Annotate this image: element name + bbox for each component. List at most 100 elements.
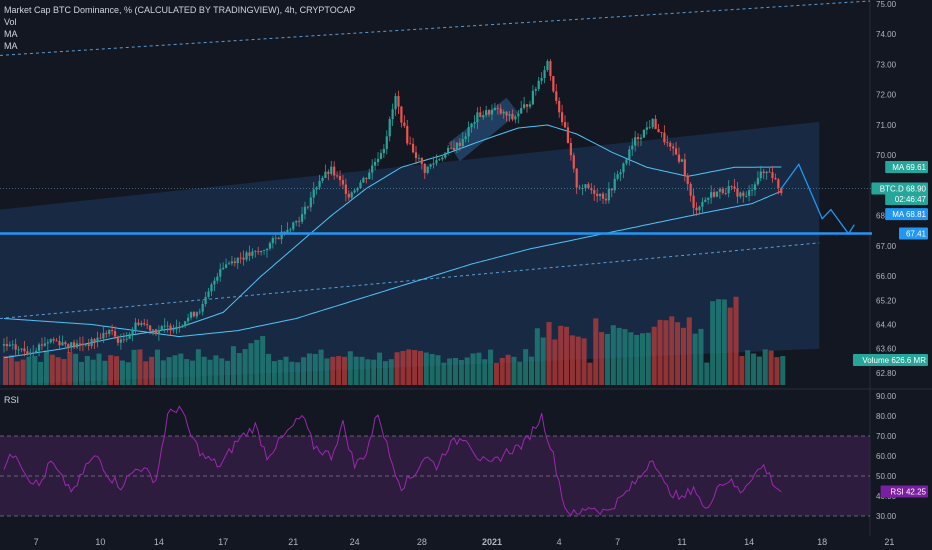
candle-body	[604, 198, 608, 201]
candle	[224, 258, 228, 269]
candle	[636, 133, 640, 147]
volume-bar	[119, 360, 125, 385]
rsi-line	[3, 405, 782, 516]
candle	[175, 319, 178, 334]
candle-body	[657, 129, 660, 133]
candle-body	[157, 330, 160, 334]
volume-bar	[32, 355, 38, 385]
candle-body	[198, 311, 201, 313]
volume-bar	[429, 354, 435, 385]
candle-body	[344, 184, 347, 194]
candle-body	[449, 147, 453, 149]
candle	[712, 188, 716, 198]
volume-bar	[523, 349, 529, 385]
candle	[195, 311, 198, 319]
candle-body	[403, 122, 406, 126]
candle-body	[61, 342, 64, 346]
candle-body	[298, 220, 301, 222]
candle-body	[17, 349, 20, 351]
candle-body	[321, 177, 324, 181]
candle	[298, 216, 301, 228]
candle	[306, 205, 309, 210]
candle	[210, 282, 213, 297]
candle-body	[768, 171, 771, 173]
volume-bar	[324, 358, 330, 385]
candle	[514, 114, 517, 124]
candle	[727, 180, 730, 198]
candle	[379, 149, 383, 160]
candle	[561, 104, 564, 126]
candle	[102, 325, 105, 343]
candle	[499, 104, 502, 115]
candle	[473, 115, 476, 129]
candle-body	[555, 91, 558, 101]
volume-bar	[184, 359, 190, 385]
candle-body	[350, 192, 353, 198]
candle	[692, 188, 695, 216]
candle-body	[23, 348, 26, 352]
candle-body	[447, 147, 450, 153]
candle	[695, 202, 698, 216]
candle-body	[116, 336, 120, 343]
candle-body	[289, 229, 292, 231]
candle-body	[87, 344, 90, 346]
price-axis-tick: 71.00	[876, 121, 897, 130]
volume-bar	[727, 307, 733, 385]
candle	[344, 178, 347, 202]
candle	[403, 115, 406, 128]
candle	[584, 184, 587, 192]
volume-bar	[43, 350, 49, 385]
candle	[596, 189, 599, 203]
price-tag-text: 02:46:47	[895, 195, 927, 204]
candle-body	[733, 186, 736, 189]
candle-body	[663, 132, 666, 143]
candle	[663, 125, 666, 146]
volume-bar	[417, 350, 423, 385]
volume-bar	[143, 361, 149, 385]
volume-bar	[780, 356, 786, 385]
volume-bar	[207, 359, 213, 385]
candle	[90, 337, 93, 349]
candle-body	[105, 333, 108, 334]
candle-body	[505, 111, 508, 116]
candle	[11, 340, 14, 350]
candle-body	[35, 350, 38, 353]
candle	[26, 346, 29, 356]
candle	[745, 191, 748, 198]
candle-body	[406, 125, 409, 144]
candle	[181, 324, 184, 329]
candle	[8, 341, 11, 347]
price-axis-tick: 72.00	[876, 91, 897, 100]
candle-body	[32, 352, 35, 354]
candle	[295, 220, 298, 227]
candle	[35, 347, 38, 354]
candle-body	[379, 153, 383, 159]
candle-body	[90, 339, 93, 346]
volume-bar	[686, 317, 692, 385]
candle	[368, 168, 371, 180]
candle-body	[458, 142, 461, 147]
candle-body	[224, 264, 228, 268]
volume-bar	[610, 325, 616, 385]
candle	[730, 185, 733, 191]
candle-body	[102, 333, 105, 339]
candle	[242, 250, 245, 266]
price-axis-tick: 74.00	[876, 30, 897, 39]
candle	[622, 162, 625, 179]
candle	[543, 65, 546, 84]
candle-body	[37, 344, 41, 351]
candle	[260, 250, 263, 256]
candle	[587, 182, 590, 190]
candle	[449, 141, 453, 150]
candle-body	[189, 312, 193, 318]
candle-body	[11, 344, 14, 346]
volume-bar	[382, 361, 388, 385]
candle-body	[8, 344, 11, 347]
candle	[32, 345, 35, 357]
volume-bar	[73, 353, 79, 385]
candle-body	[122, 339, 125, 341]
candle	[523, 96, 526, 110]
candle-body	[777, 179, 780, 188]
candle	[385, 130, 388, 155]
candle-body	[169, 325, 172, 331]
